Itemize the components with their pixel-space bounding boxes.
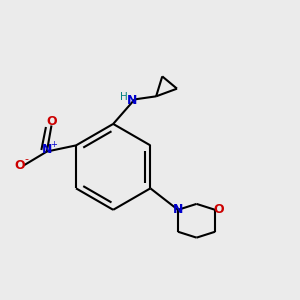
Text: N: N [127,94,137,107]
Text: N: N [173,203,183,216]
Text: -: - [25,154,29,164]
Text: +: + [50,140,57,149]
Text: N: N [42,143,52,157]
Text: O: O [47,115,57,128]
Text: O: O [214,203,224,216]
Text: H: H [120,92,128,102]
Text: O: O [14,159,25,172]
